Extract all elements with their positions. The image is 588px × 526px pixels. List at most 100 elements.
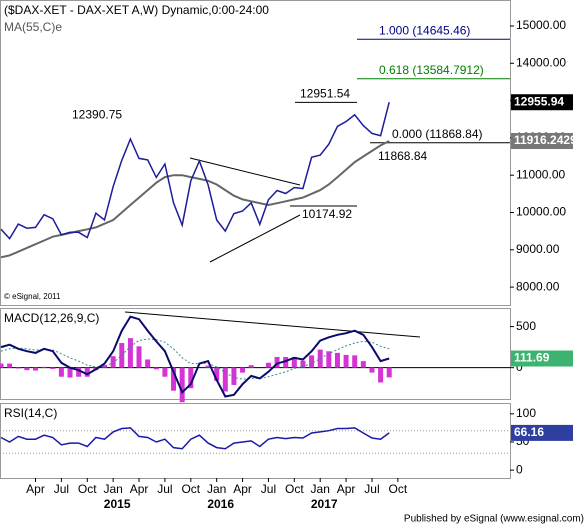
series-line	[0, 102, 390, 240]
value-box	[511, 350, 573, 367]
histogram-bar	[145, 359, 151, 368]
histogram-bar	[33, 367, 39, 371]
x-tick-label: Jul	[261, 482, 276, 496]
histogram-bar	[136, 346, 142, 368]
histogram-bar	[222, 367, 228, 392]
histogram-bar	[205, 365, 211, 368]
y-tick-label: 11000.00	[516, 167, 565, 181]
histogram-bar	[127, 338, 133, 368]
annotation: 11868.84	[378, 149, 427, 163]
histogram-bar	[50, 367, 56, 369]
x-tick-label: Jul	[157, 482, 172, 496]
series-line	[0, 427, 390, 450]
histogram-bar	[274, 357, 280, 368]
watermark: © eSignal, 2011	[4, 292, 61, 301]
x-tick-label: Jan	[103, 482, 122, 496]
trend-line	[209, 214, 301, 263]
histogram-bar	[214, 367, 220, 381]
level-label: 0.000 (11868.84)	[392, 127, 483, 141]
last-value-label: 111.69	[514, 351, 550, 365]
histogram-bar	[317, 349, 323, 368]
x-tick-label: Apr	[26, 482, 45, 496]
annotation: 12951.54	[300, 87, 350, 101]
histogram-bar	[309, 355, 315, 368]
histogram-bar	[153, 367, 159, 370]
histogram-bar	[110, 356, 116, 368]
y-tick-label: 15000.00	[516, 18, 566, 32]
level-label: 0.618 (13584.7912)	[379, 63, 484, 77]
histogram-bar	[7, 363, 13, 368]
trend-line	[124, 311, 421, 338]
annotation: 10174.92	[302, 207, 352, 221]
histogram-bar	[24, 367, 30, 371]
panel-title: RSI(14,C)	[4, 406, 57, 420]
annotation: 12390.75	[72, 107, 122, 121]
x-tick-label: Oct	[285, 482, 304, 496]
y-tick-label: 0	[516, 360, 523, 374]
x-tick-label: Apr	[337, 482, 356, 496]
histogram-bar	[179, 367, 185, 403]
x-year-label: 2015	[104, 497, 131, 511]
histogram-bar	[386, 367, 392, 378]
x-tick-label: Oct	[78, 482, 97, 496]
x-tick-label: Jan	[311, 482, 330, 496]
level-label: 1.000 (14645.46)	[379, 23, 470, 37]
footer: Published by eSignal (www.esignal.com)	[404, 514, 584, 525]
last-value-label: 11916.2429	[514, 133, 577, 147]
histogram-bar	[162, 367, 168, 377]
x-tick-label: Apr	[130, 482, 149, 496]
histogram-bar	[67, 367, 73, 378]
x-tick-label: Jul	[364, 482, 379, 496]
chart-title: ($DAX-XET - DAX-XET A,W) Dynamic,0:00-24…	[4, 3, 269, 17]
histogram-bar	[265, 362, 271, 368]
histogram-bar	[326, 351, 332, 368]
price-panel	[0, 0, 511, 306]
y-tick-label: 8000.00	[516, 279, 560, 293]
value-box	[511, 133, 573, 150]
x-year-label: 2016	[207, 497, 234, 511]
histogram-bar	[300, 360, 306, 368]
histogram-bar	[102, 365, 108, 368]
histogram-bar	[343, 354, 349, 368]
histogram-bar	[291, 357, 297, 368]
x-year-label: 2017	[311, 497, 338, 511]
y-tick-label: 500	[516, 319, 536, 333]
value-box	[511, 424, 573, 441]
legend-entry: MA(55,C)e	[4, 20, 62, 34]
histogram-bar	[15, 367, 21, 369]
trend-line	[189, 157, 301, 186]
x-tick-label: Oct	[181, 482, 200, 496]
y-tick-label: 9000.00	[516, 242, 560, 256]
x-tick-label: Jul	[54, 482, 69, 496]
histogram-bar	[171, 367, 177, 391]
histogram-bar	[41, 366, 47, 368]
x-tick-label: Oct	[389, 482, 408, 496]
series-line	[0, 315, 390, 398]
histogram-bar	[240, 367, 246, 373]
histogram-bar	[84, 367, 90, 377]
last-value-label: 12955.94	[514, 94, 564, 108]
histogram-bar	[360, 361, 366, 368]
x-tick-label: Apr	[233, 482, 252, 496]
rsi-panel	[0, 403, 511, 479]
histogram-bar	[188, 367, 194, 389]
y-tick-label: 14000.00	[516, 55, 566, 69]
histogram-bar	[369, 367, 375, 373]
series-line	[0, 338, 390, 380]
histogram-bar	[248, 365, 254, 368]
value-box	[511, 94, 573, 111]
histogram-bar	[334, 352, 340, 368]
histogram-bar	[378, 367, 384, 383]
histogram-bar	[76, 367, 82, 377]
x-tick-label: Jan	[207, 482, 226, 496]
histogram-bar	[231, 367, 237, 385]
histogram-bar	[352, 355, 358, 368]
last-value-label: 66.16	[514, 425, 544, 439]
y-tick-label: 0	[516, 462, 523, 476]
macd-panel	[0, 308, 511, 400]
y-tick-label: 10000.00	[516, 205, 566, 219]
histogram-bar	[0, 363, 4, 368]
histogram-bar	[283, 357, 289, 368]
histogram-bar	[58, 367, 64, 377]
